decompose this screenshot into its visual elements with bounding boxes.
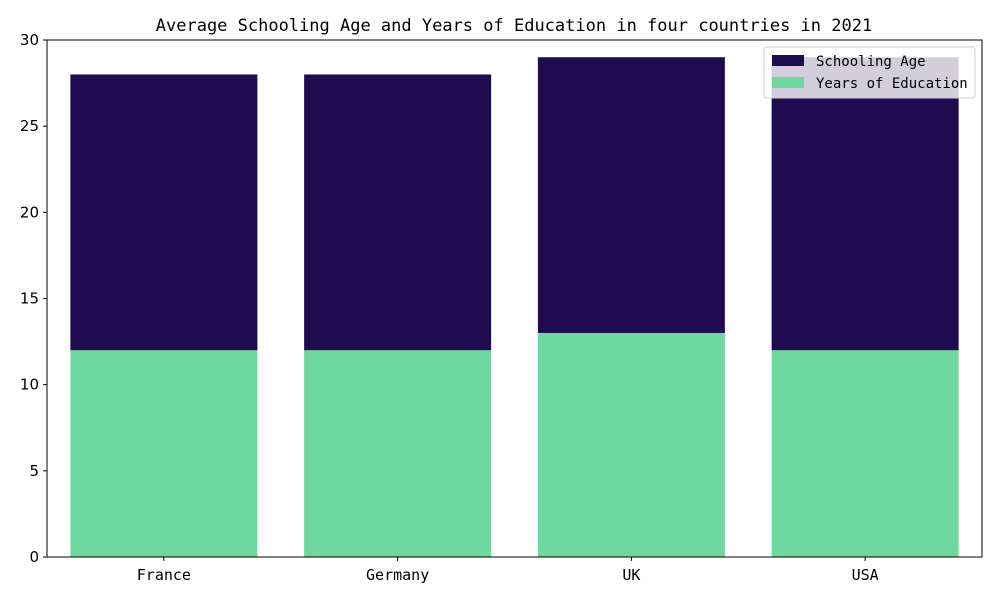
y-tick-label: 25: [20, 117, 39, 135]
x-axis: France Germany UK USA: [137, 557, 879, 584]
bar-germany-series-0: [304, 350, 492, 557]
y-tick-label: 10: [20, 376, 39, 394]
legend-label: Schooling Age: [816, 54, 926, 70]
bar-uk-series-1: [537, 57, 725, 333]
legend-box: [763, 46, 976, 99]
y-tick-label: 5: [29, 462, 39, 480]
x-tick-label: Germany: [366, 566, 429, 584]
x-tick-label: UK: [622, 566, 640, 584]
x-tick-label: USA: [852, 566, 879, 584]
bar-uk-series-0: [537, 332, 725, 557]
y-tick-label: 15: [20, 290, 39, 308]
bar-germany-series-1: [304, 74, 492, 351]
bar-usa-series-0: [771, 350, 959, 557]
chart-title: Average Schooling Age and Years of Educa…: [156, 16, 872, 36]
y-axis: 0 5 10 15 20 25 30: [20, 31, 47, 566]
bar-france-series-1: [70, 74, 258, 351]
y-tick-label: 30: [20, 31, 39, 49]
legend-swatch: [772, 55, 804, 66]
legend-swatch: [772, 77, 804, 88]
legend-label: Years of Education: [816, 76, 968, 92]
x-tick-label: France: [137, 566, 191, 584]
y-tick-label: 20: [20, 203, 39, 221]
bar-usa-series-1: [771, 57, 959, 351]
y-tick-label: 0: [29, 548, 39, 566]
legend: Schooling Age Years of Education: [763, 46, 976, 99]
bar-france-series-0: [70, 350, 258, 557]
bars-layer: [70, 57, 959, 557]
